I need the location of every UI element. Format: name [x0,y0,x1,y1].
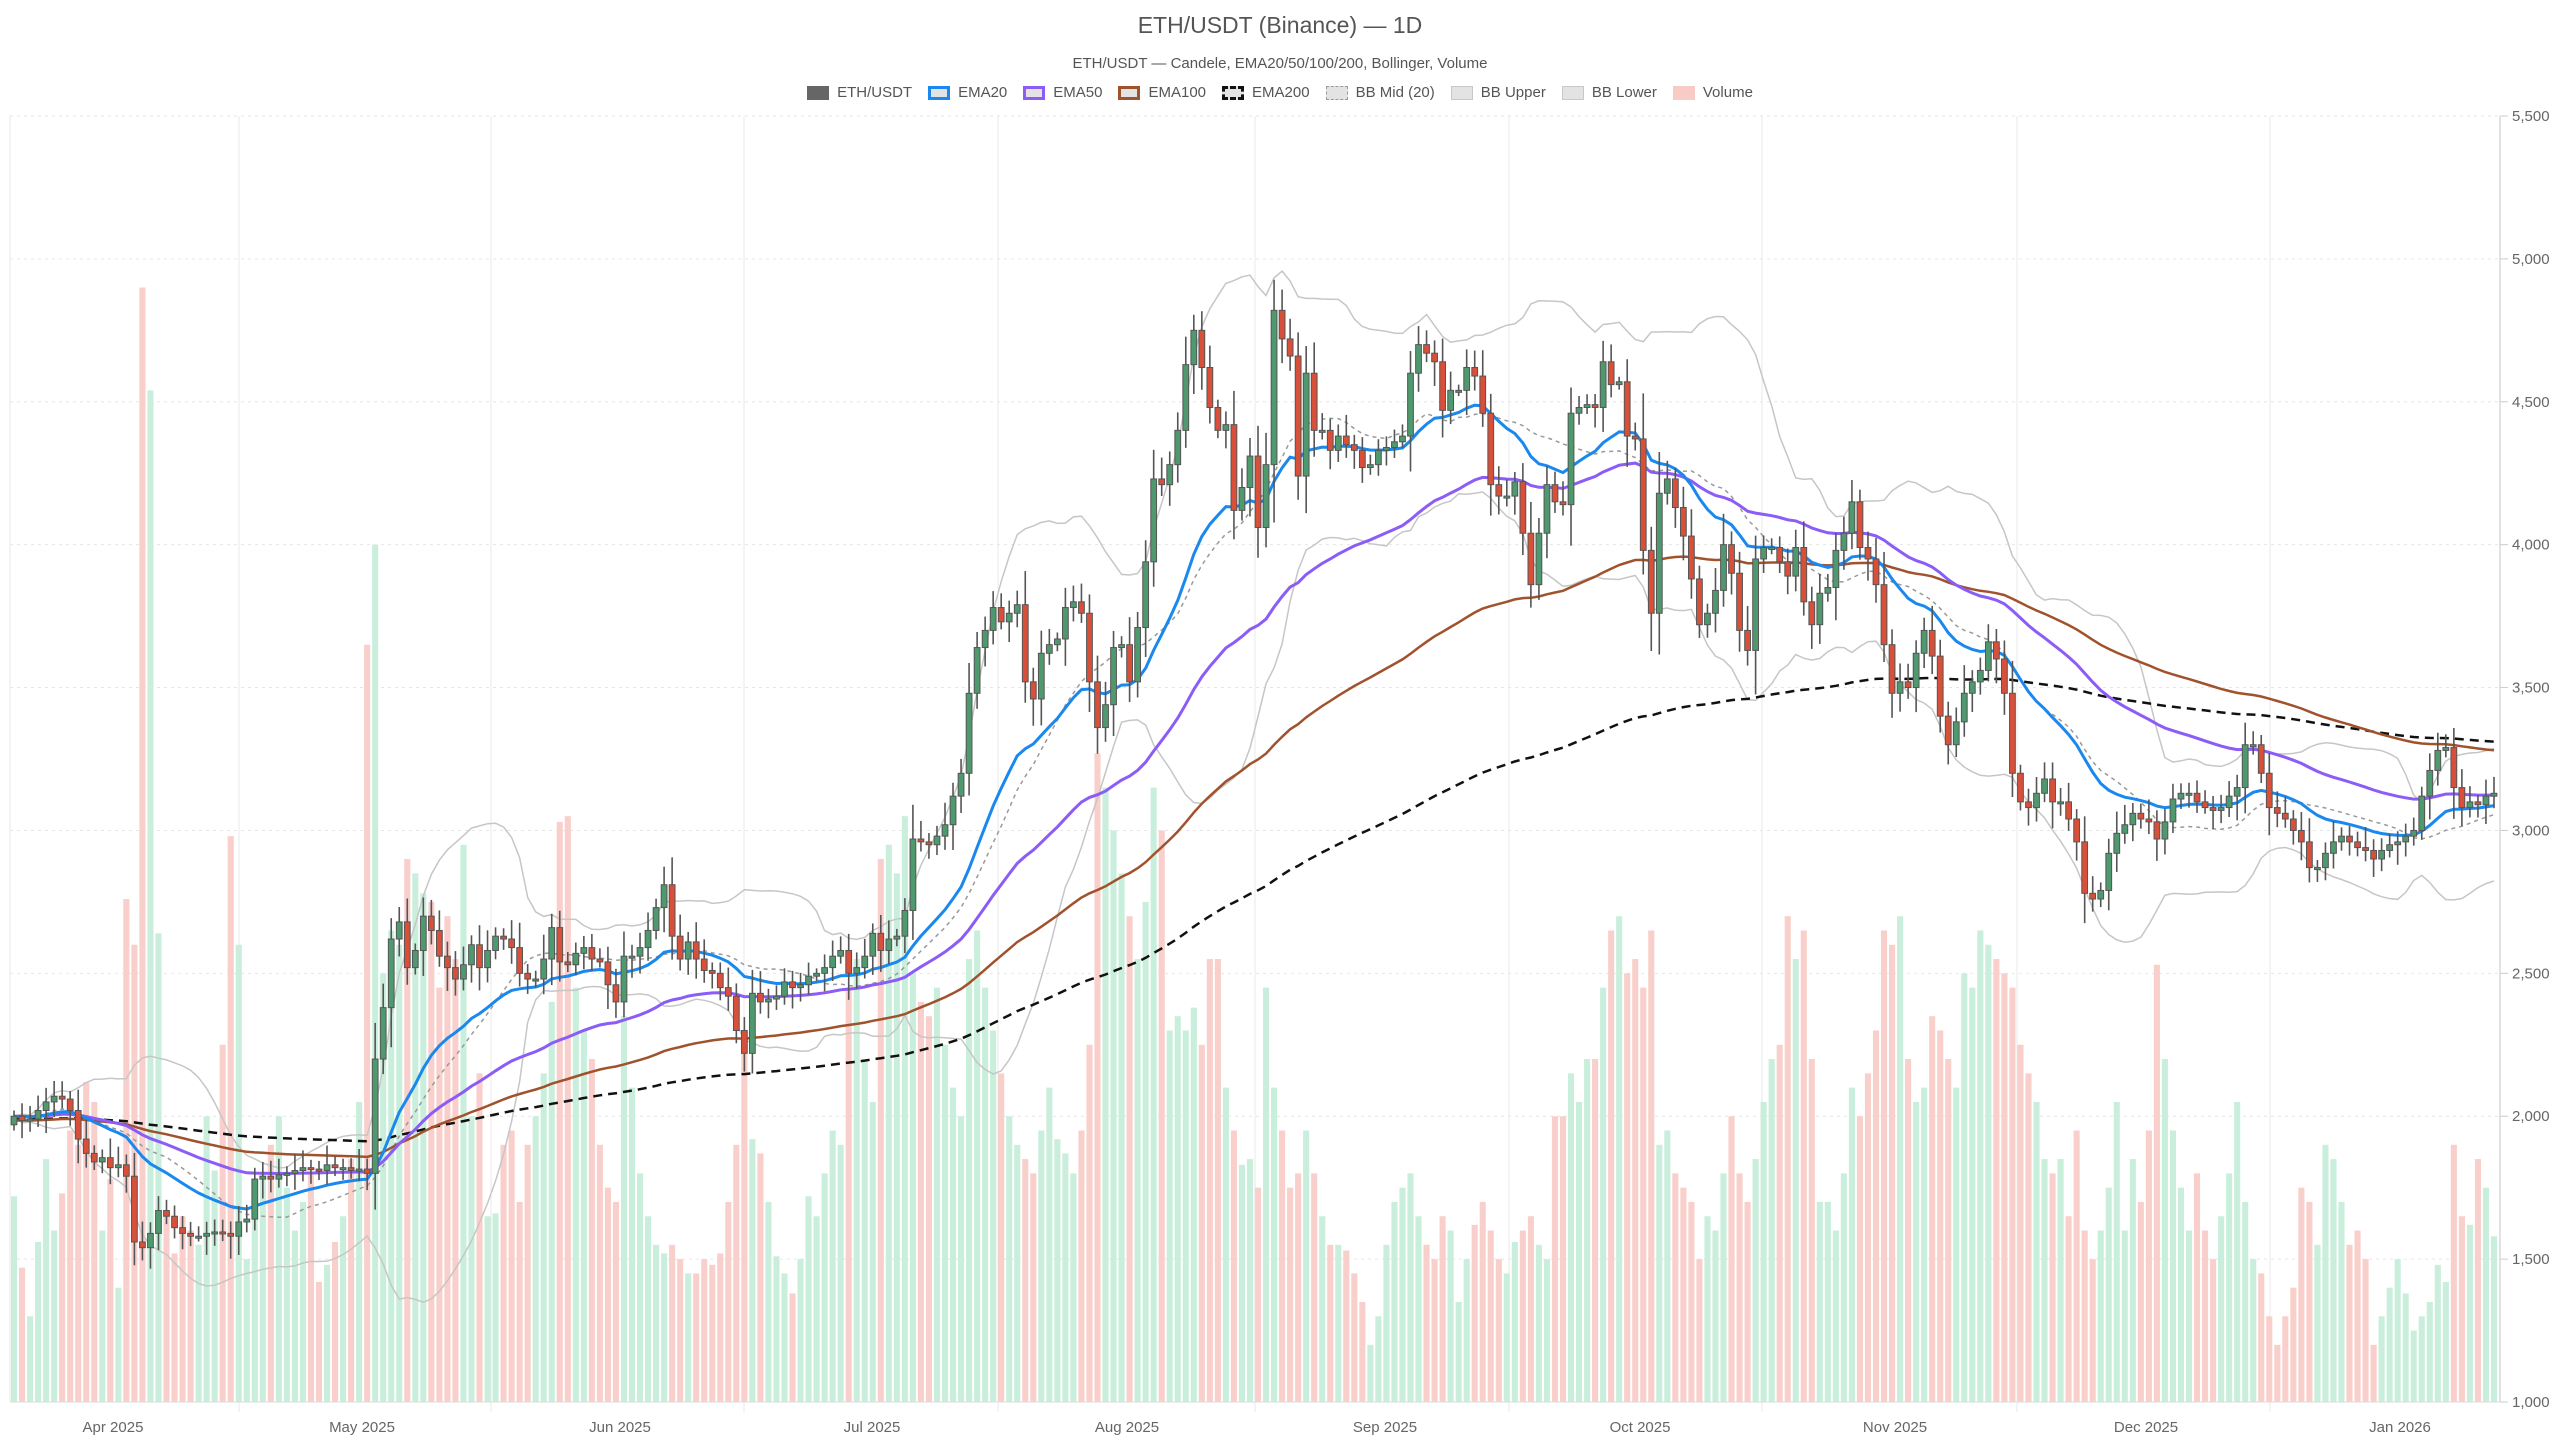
x-tick-label: Oct 2025 [1610,1419,1671,1436]
x-tick-label: Dec 2025 [2114,1419,2178,1436]
legend-item-volume[interactable]: Volume [1672,84,1753,101]
ema100-line [14,555,2495,1159]
y-tick-label: 1,500 [2512,1251,2550,1268]
y-tick-label: 4,500 [2512,394,2550,411]
legend-label: Volume [1702,84,1753,101]
legend-item-ema200[interactable]: EMA200 [1222,84,1310,101]
ema20-line [13,403,2495,1211]
y-tick-label: 2,000 [2512,1108,2550,1125]
legend-item-ema50[interactable]: EMA50 [1023,84,1102,101]
x-tick-label: Nov 2025 [1863,1419,1927,1436]
legend-item-ema100[interactable]: EMA100 [1118,84,1206,101]
legend-label: EMA200 [1252,84,1310,101]
legend-label: EMA50 [1053,84,1103,101]
price-candles[interactable] [10,279,2498,1269]
legend: ETH/USDT EMA20 EMA50 EMA100 EMA200 BB Mid (20… [0,84,2560,101]
legend-swatch-icon [1222,85,1245,100]
legend-swatch-icon [1325,85,1348,100]
legend-item-ema20[interactable]: EMA20 [928,84,1007,101]
legend-item-bbmid[interactable]: BB Mid (20) [1325,84,1435,101]
legend-item-candles[interactable]: ETH/USDT [807,84,912,101]
legend-swatch-icon [1561,85,1584,100]
y-tick-label: 5,000 [2512,251,2550,268]
x-tick-label: Aug 2025 [1095,1419,1159,1436]
legend-label: BB Lower [1591,84,1657,101]
bollinger-bands [13,270,2495,1304]
legend-swatch-icon [1450,85,1473,100]
legend-label: BB Upper [1480,84,1546,101]
y-tick-label: 3,000 [2512,822,2550,839]
legend-swatch-icon [1023,85,1046,100]
legend-swatch-icon [807,85,830,100]
x-tick-label: Apr 2025 [83,1419,144,1436]
legend-item-bblow[interactable]: BB Lower [1561,84,1657,101]
x-tick-label: Jun 2025 [589,1419,651,1436]
chart-subtitle: ETH/USDT — Candele, EMA20/50/100/200, Bo… [1072,55,1488,72]
chart-title: ETH/USDT (Binance) — 1D [1137,12,1423,38]
legend-swatch-icon [1672,85,1695,100]
axes: 1,000 1,500 2,000 2,500 3,000 3,500 4,000 4,500… [10,108,2550,1436]
y-tick-label: 4,000 [2512,537,2550,554]
x-tick-label: May 2025 [329,1419,395,1436]
bb-upper-line [13,270,2495,1169]
legend-label: EMA20 [958,84,1008,101]
y-tick-label: 5,500 [2512,108,2550,125]
ema-lines [13,403,2495,1211]
y-tick-label: 3,500 [2512,680,2550,697]
legend-label: ETH/USDT [837,84,913,101]
x-tick-label: Sep 2025 [1353,1419,1417,1436]
y-tick-label: 2,500 [2512,965,2550,982]
legend-swatch-icon [1118,85,1141,100]
ema50-line [13,461,2494,1175]
legend-label: EMA100 [1148,84,1207,101]
legend-swatch-icon [928,85,951,100]
y-tick-label: 1,000 [2512,1394,2550,1411]
bb-mid-line [13,412,2495,1218]
bb-lower-line [13,491,2495,1304]
x-tick-label: Jul 2025 [844,1419,901,1436]
volume-bars [10,287,2498,1402]
legend-item-bbup[interactable]: BB Upper [1450,84,1546,101]
legend-label: BB Mid (20) [1355,84,1435,101]
x-tick-label: Jan 2026 [2369,1419,2431,1436]
